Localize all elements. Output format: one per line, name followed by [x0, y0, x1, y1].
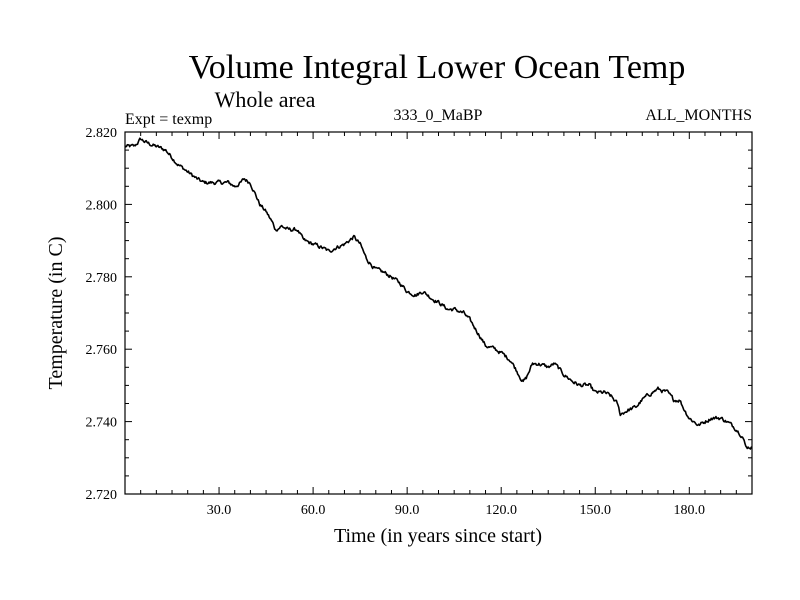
plot-frame: [124, 131, 753, 495]
y-tick-label: 2.800: [86, 198, 118, 213]
x-axis-ticks: 30.0 60.0 90.0 120.0 150.0 180.0: [124, 132, 753, 518]
x-tick-label: 120.0: [485, 503, 517, 518]
x-tick-label: 180.0: [674, 503, 706, 518]
x-tick-label: 90.0: [395, 503, 420, 518]
y-axis-ticks: 2.720 2.740 2.760 2.780 2.800 2.820: [86, 126, 752, 503]
x-axis-label: Time (in years since start): [334, 525, 542, 547]
y-tick-label: 2.720: [86, 488, 118, 503]
x-tick-label: 60.0: [301, 503, 326, 518]
y-tick-label: 2.740: [86, 416, 118, 431]
y-axis-label: Temperature (in C): [45, 237, 67, 390]
months-label: ALL_MONTHS: [645, 107, 752, 124]
temperature-series-line: [124, 137, 753, 450]
x-tick-label: 30.0: [207, 503, 232, 518]
run-label: 333_0_MaBP: [394, 107, 483, 124]
chart-title: Volume Integral Lower Ocean Temp: [189, 49, 686, 86]
x-tick-label: 150.0: [580, 503, 612, 518]
chart-subtitle: Whole area: [215, 87, 316, 112]
y-tick-label: 2.760: [86, 343, 118, 358]
y-tick-label: 2.820: [86, 126, 118, 141]
y-tick-label: 2.780: [86, 271, 118, 286]
experiment-label: Expt = texmp: [125, 111, 212, 128]
